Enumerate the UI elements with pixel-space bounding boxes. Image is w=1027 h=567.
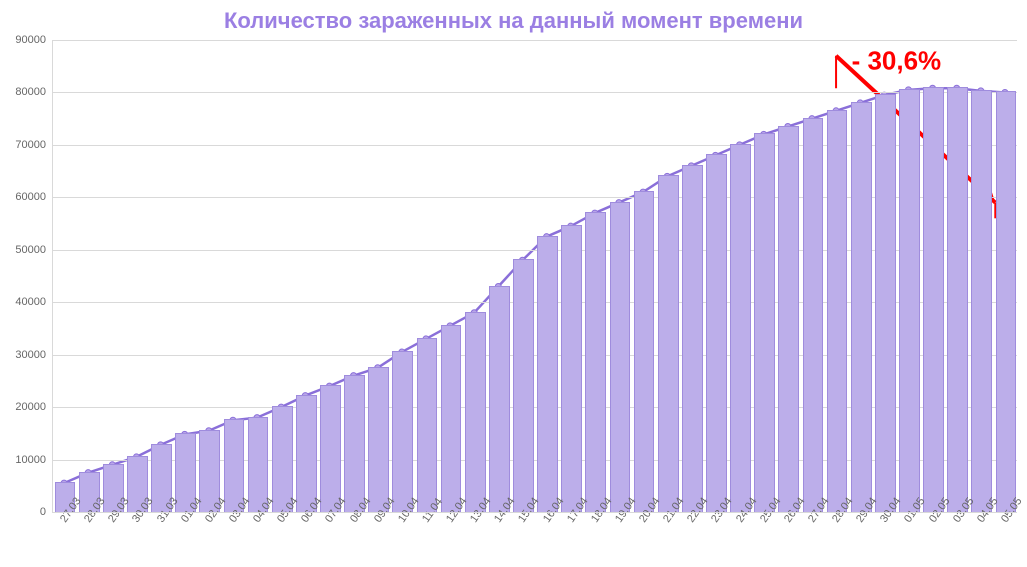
bar <box>513 259 534 512</box>
y-tick-label: 0 <box>40 506 52 518</box>
bar <box>875 94 896 512</box>
gridline <box>52 145 1017 146</box>
x-axis-line <box>52 512 1017 513</box>
y-tick-label: 40000 <box>15 296 52 308</box>
y-tick-label: 10000 <box>15 454 52 466</box>
bar <box>706 154 727 512</box>
y-tick-label: 60000 <box>15 191 52 203</box>
gridline <box>52 407 1017 408</box>
bar <box>537 236 558 512</box>
bar <box>465 312 486 512</box>
bar <box>778 126 799 512</box>
bar <box>803 118 824 512</box>
bar <box>634 191 655 512</box>
bar <box>392 351 413 512</box>
gridline <box>52 250 1017 251</box>
bar <box>320 385 341 512</box>
y-axis-line <box>52 40 53 512</box>
bar <box>754 133 775 512</box>
bar <box>441 325 462 512</box>
bar <box>610 202 631 512</box>
bar <box>947 87 968 512</box>
bar <box>923 87 944 512</box>
y-tick-label: 90000 <box>15 34 52 46</box>
bar <box>489 286 510 513</box>
bar <box>658 175 679 512</box>
chart-svg-overlay <box>52 40 1017 512</box>
bar <box>682 165 703 512</box>
bar <box>899 89 920 512</box>
bar <box>344 375 365 512</box>
plot-area: 0100002000030000400005000060000700008000… <box>52 40 1017 512</box>
chart-container: Количество зараженных на данный момент в… <box>0 0 1027 567</box>
bar <box>851 102 872 512</box>
gridline <box>52 460 1017 461</box>
bar <box>996 91 1017 512</box>
gridline <box>52 355 1017 356</box>
gridline <box>52 92 1017 93</box>
bar <box>827 110 848 512</box>
y-tick-label: 50000 <box>15 244 52 256</box>
gridline <box>52 302 1017 303</box>
bar <box>730 144 751 512</box>
bar <box>585 212 606 512</box>
gridline <box>52 197 1017 198</box>
y-tick-label: 70000 <box>15 139 52 151</box>
y-tick-label: 80000 <box>15 86 52 98</box>
bar <box>561 225 582 512</box>
bar <box>296 395 317 512</box>
chart-title: Количество зараженных на данный момент в… <box>0 8 1027 34</box>
y-tick-label: 30000 <box>15 349 52 361</box>
bar <box>417 338 438 512</box>
percent-change-annotation: - 30,6% <box>852 45 942 76</box>
bar <box>971 90 992 512</box>
y-tick-label: 20000 <box>15 401 52 413</box>
gridline <box>52 40 1017 41</box>
bar <box>368 367 389 512</box>
